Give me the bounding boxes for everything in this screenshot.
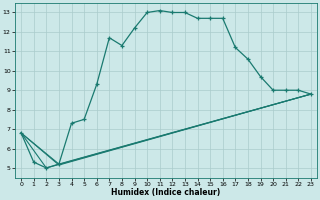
X-axis label: Humidex (Indice chaleur): Humidex (Indice chaleur) [111,188,221,197]
